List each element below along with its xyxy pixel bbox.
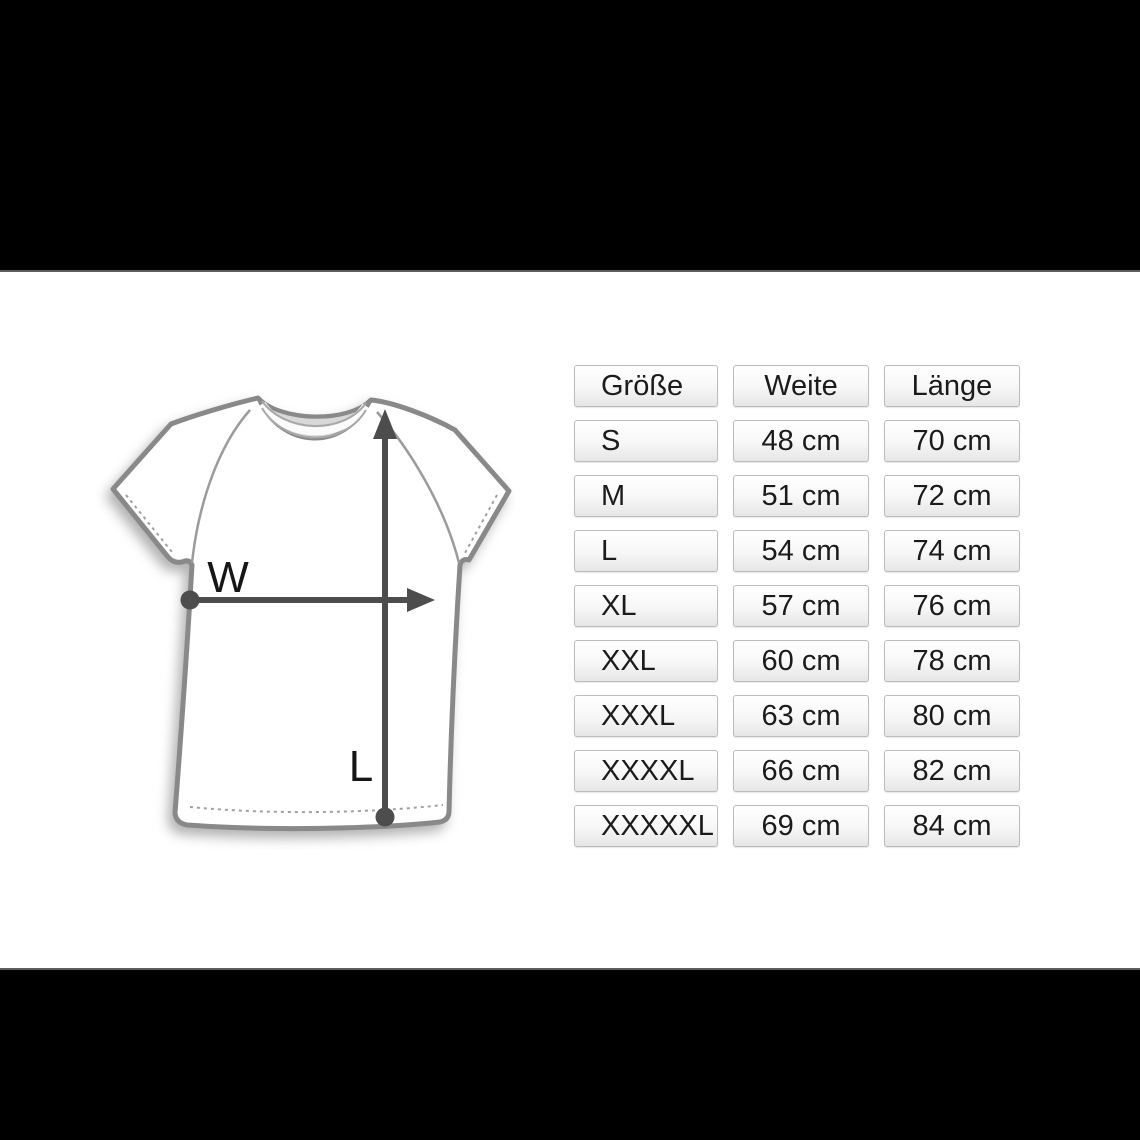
width-label: W <box>207 553 249 602</box>
width-value-cell: 63 cm <box>733 695 869 737</box>
size-label-cell: S <box>574 420 718 462</box>
width-value-cell: 57 cm <box>733 585 869 627</box>
length-arrow <box>373 409 397 827</box>
length-arrow-origin-dot <box>375 807 395 827</box>
width-arrow-origin-dot <box>180 590 200 610</box>
header-cell-size: Größe <box>574 365 718 407</box>
size-label-cell: XXL <box>574 640 718 682</box>
size-label-cell: L <box>574 530 718 572</box>
letterbox-bar-bottom <box>0 970 1140 1140</box>
length-value-cell: 84 cm <box>884 805 1020 847</box>
size-label-cell: XXXL <box>574 695 718 737</box>
header-cell-length: Länge <box>884 365 1020 407</box>
width-value-cell: 48 cm <box>733 420 869 462</box>
left-armhole-seam <box>190 409 251 564</box>
length-value-cell: 82 cm <box>884 750 1020 792</box>
size-label-cell: XXXXL <box>574 750 718 792</box>
length-value-cell: 76 cm <box>884 585 1020 627</box>
width-arrow <box>180 588 435 612</box>
size-table: Größe Weite Länge S 48 cm 70 cm M 51 cm … <box>574 365 1020 847</box>
tshirt-measurement-diagram: W L <box>110 395 512 832</box>
width-value-cell: 51 cm <box>733 475 869 517</box>
length-value-cell: 80 cm <box>884 695 1020 737</box>
collar-ribbing-highlight <box>258 401 370 436</box>
width-value-cell: 60 cm <box>733 640 869 682</box>
length-value-cell: 74 cm <box>884 530 1020 572</box>
header-cell-width: Weite <box>733 365 869 407</box>
length-value-cell: 78 cm <box>884 640 1020 682</box>
collar-ribbing-line-lower <box>261 407 367 439</box>
letterbox-bar-top <box>0 0 1140 270</box>
size-label-cell: XL <box>574 585 718 627</box>
hem-stitch-line <box>189 804 444 814</box>
tshirt-outline <box>110 395 512 832</box>
length-arrowhead <box>373 409 397 439</box>
tshirt-drawing <box>110 395 512 832</box>
collar-ribbing-line-upper <box>261 400 367 427</box>
length-value-cell: 70 cm <box>884 420 1020 462</box>
width-arrowhead <box>407 588 435 612</box>
width-value-cell: 54 cm <box>733 530 869 572</box>
left-sleeve-stitch-line <box>125 494 173 553</box>
size-label-cell: M <box>574 475 718 517</box>
width-value-cell: 69 cm <box>733 805 869 847</box>
length-value-cell: 72 cm <box>884 475 1020 517</box>
size-label-cell: XXXXXL <box>574 805 718 847</box>
length-label: L <box>349 742 373 791</box>
width-value-cell: 66 cm <box>733 750 869 792</box>
